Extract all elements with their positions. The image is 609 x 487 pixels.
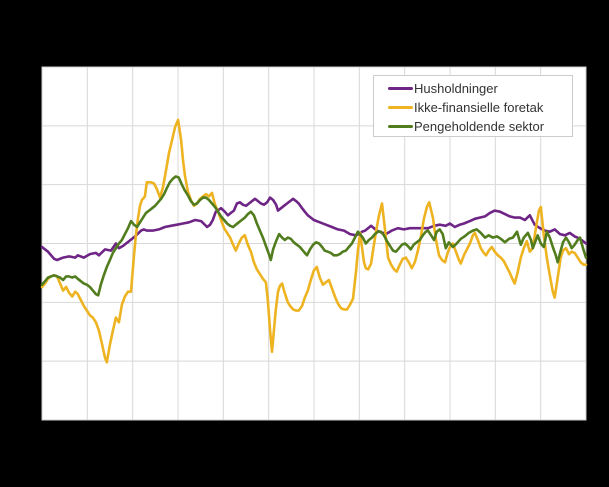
legend: Husholdninger Ikke-finansielle foretak P… <box>373 75 573 137</box>
legend-item-label: Pengeholdende sektor <box>414 119 545 134</box>
legend-line-icon <box>388 106 413 109</box>
legend-line-icon <box>388 87 413 90</box>
legend-item-ikke-finansielle-foretak[interactable]: Ikke-finansielle foretak <box>374 98 572 117</box>
legend-line-icon <box>388 125 413 128</box>
legend-item-label: Ikke-finansielle foretak <box>414 100 544 115</box>
legend-item-label: Husholdninger <box>414 81 498 96</box>
legend-item-husholdninger[interactable]: Husholdninger <box>374 79 572 98</box>
legend-item-pengeholdende-sektor[interactable]: Pengeholdende sektor <box>374 117 572 136</box>
